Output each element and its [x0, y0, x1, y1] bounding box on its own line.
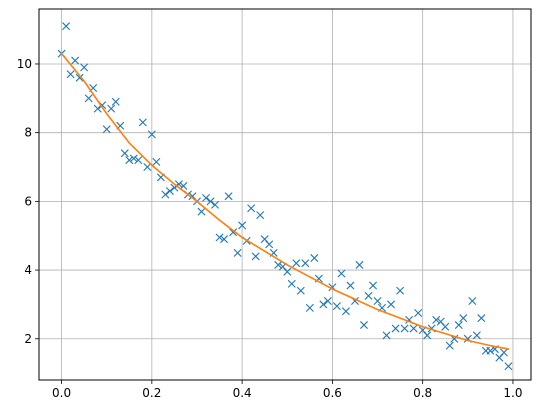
scatter-point: [202, 193, 210, 202]
scatter-point: [125, 156, 134, 165]
scatter-point: [143, 163, 152, 172]
scatter-point: [305, 303, 314, 312]
scatter-point: [360, 321, 368, 330]
scatter-point: [215, 233, 224, 242]
scatter-point: [256, 211, 265, 220]
scatter-point: [292, 259, 301, 268]
scatter-point: [247, 204, 256, 213]
scatter-point: [332, 302, 341, 311]
scatter-point: [102, 125, 111, 134]
scatter-point: [396, 286, 405, 295]
x-tick-label: 0.8: [413, 386, 432, 400]
scatter-point: [454, 321, 463, 330]
scatter-point: [238, 221, 247, 230]
scatter-point: [84, 94, 93, 103]
y-tick-label: 10: [17, 57, 32, 71]
scatter-point: [75, 73, 84, 82]
scatter-point: [472, 331, 481, 340]
scatter-point: [355, 260, 364, 269]
scatter-point: [323, 297, 332, 305]
scatter-point: [134, 156, 143, 165]
x-tick-label: 1.0: [503, 386, 522, 400]
scatter-point: [165, 187, 174, 196]
scatter-point: [504, 362, 513, 371]
y-tick-label: 6: [24, 194, 32, 208]
scatter-point: [459, 314, 468, 323]
scatter-point: [93, 104, 102, 113]
scatter-point: [71, 56, 80, 65]
scatter-point: [432, 315, 441, 324]
y-tick-label: 8: [24, 126, 32, 140]
scatter-point: [111, 97, 120, 106]
scatter-point: [414, 309, 423, 318]
scatter-point: [409, 324, 418, 333]
fit-line: [60, 52, 510, 350]
scatter-point: [233, 248, 242, 257]
scatter-point: [341, 307, 350, 316]
scatter-point: [373, 297, 382, 305]
scatter-point: [265, 240, 274, 249]
scatter-point: [283, 267, 292, 276]
scatter-point: [147, 130, 156, 139]
scatter-point: [364, 291, 373, 300]
scatter-point: [66, 70, 75, 79]
scatter-point: [486, 346, 495, 355]
scatter-point: [499, 348, 508, 357]
scatter-point: [301, 259, 310, 268]
scatter-point: [337, 269, 346, 278]
scatter-point: [477, 314, 486, 323]
x-tick-label: 0.4: [233, 386, 252, 400]
scatter-point: [152, 157, 161, 166]
x-tick-label: 0.6: [323, 386, 342, 400]
y-axis: 2 4 6 8 10: [17, 57, 39, 346]
scatter-point: [310, 254, 319, 263]
scatter-point: [161, 190, 170, 199]
scatter-point: [287, 279, 296, 288]
series-layer: [57, 22, 513, 371]
scatter-point: [319, 300, 328, 309]
scatter-point: [138, 118, 147, 127]
scatter-point: [423, 331, 432, 340]
scatter-point: [220, 235, 229, 244]
scatter-point: [382, 331, 391, 340]
y-tick-label: 2: [24, 332, 32, 346]
scatter-point: [229, 228, 238, 237]
grid: [39, 9, 531, 380]
scatter-point: [206, 197, 215, 206]
scatter-point: [224, 192, 233, 201]
scatter-point: [468, 297, 477, 305]
scatter-point: [445, 341, 454, 350]
scatter-point: [296, 286, 305, 295]
scatter-point: [80, 63, 89, 72]
x-axis: 0.0 0.2 0.4 0.6 0.8 1.0: [52, 380, 522, 400]
scatter-point: [346, 281, 355, 290]
scatter-point: [441, 322, 450, 331]
scatter-point: [211, 200, 220, 209]
x-tick-label: 0.0: [52, 386, 71, 400]
x-tick-label: 0.2: [142, 386, 161, 400]
scatter-point: [274, 260, 283, 269]
plot-frame: [38, 8, 532, 381]
scatter-point: [62, 22, 71, 31]
scatter-point: [400, 324, 409, 333]
scatter-point: [129, 154, 138, 163]
scatter-point: [369, 281, 378, 290]
scatter-point: [197, 207, 206, 216]
scatter-point: [107, 104, 116, 113]
y-tick-label: 4: [24, 263, 32, 277]
scatter-point: [251, 252, 260, 261]
scatter-point: [387, 300, 396, 309]
scatter-point: [120, 149, 129, 158]
scatter-point: [391, 324, 400, 333]
